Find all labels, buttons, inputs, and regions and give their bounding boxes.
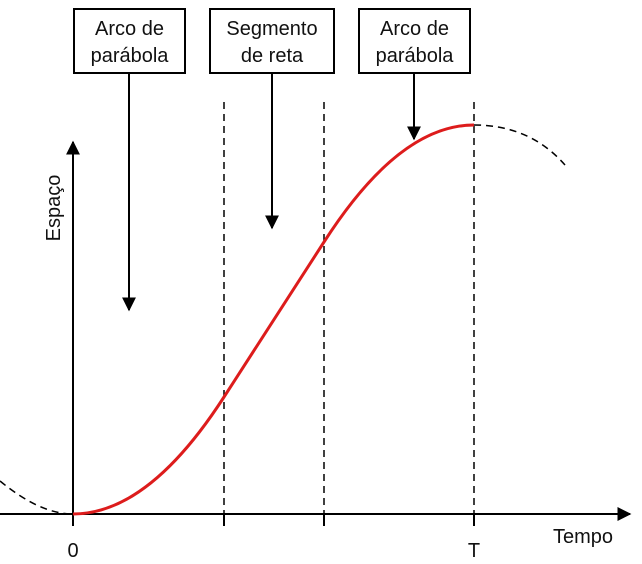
end-time-label: T — [468, 540, 480, 562]
box-right-line2: parábola — [376, 45, 455, 67]
box-left-line1: Arco de — [95, 18, 164, 40]
label-box-segment: Segmento de reta — [209, 8, 335, 74]
label-box-right-arc: Arco de parábola — [358, 8, 471, 74]
trajectory-curve — [72, 123, 475, 516]
x-axis-label: Tempo — [553, 526, 613, 548]
left-parabola-continuation — [0, 480, 74, 515]
label-box-left-arc: Arco de parábola — [73, 8, 186, 74]
origin-label: 0 — [67, 540, 78, 562]
box-middle-line2: de reta — [241, 45, 304, 67]
box-left-line2: parábola — [91, 45, 170, 67]
box-middle-line1: Segmento — [226, 18, 317, 40]
y-axis-label: Espaço — [43, 175, 65, 242]
box-right-line1: Arco de — [380, 18, 449, 40]
right-parabola-continuation — [473, 124, 566, 166]
